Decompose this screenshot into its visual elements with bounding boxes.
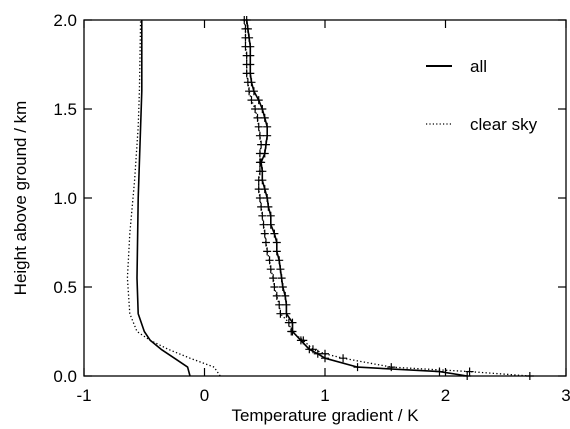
legend-label-clear-sky: clear sky: [470, 115, 538, 134]
y-axis-label: Height above ground / km: [11, 101, 30, 296]
data-point-clear-sky-3-35: [243, 78, 252, 87]
data-point-clear-sky-3-41: [241, 24, 250, 33]
data-point-clear-sky-3-13: [269, 274, 278, 283]
data-point-clear-sky-3-27: [255, 149, 264, 158]
data-point-clear-sky-3-4: [321, 349, 329, 358]
x-axis-label: Temperature gradient / K: [231, 406, 419, 425]
data-point-all-2-20: [266, 211, 275, 220]
data-point-all-2-19: [266, 220, 275, 229]
data-point-all-2-4: [313, 349, 322, 358]
data-layer: [126, 16, 534, 380]
data-point-all-2-13: [277, 274, 286, 283]
data-point-all-2-31: [260, 113, 269, 122]
data-point-clear-sky-3-33: [247, 96, 256, 105]
data-point-clear-sky-3-37: [242, 60, 251, 69]
y-tick-label-4: 2.0: [53, 11, 77, 30]
series-line-all-2: [245, 19, 468, 377]
data-point-all-2-21: [264, 202, 273, 211]
y-tick-label-1: 0.5: [53, 278, 77, 297]
axis-layer: -1 0 1 2 3 0.0 0.5 1.0 1.5 2.0: [53, 11, 570, 405]
data-point-clear-sky-3-7: [287, 327, 296, 336]
data-point-clear-sky-3-16: [263, 247, 272, 256]
data-point-clear-sky-3-22: [255, 194, 264, 202]
data-point-clear-sky-3-39: [241, 42, 250, 51]
data-point-clear-sky-3-18: [260, 229, 269, 238]
data-point-clear-sky-3-11: [272, 291, 281, 300]
data-point-clear-sky-3-2: [387, 363, 396, 372]
series-line-all-0: [136, 20, 191, 377]
data-point-all-2-14: [276, 265, 285, 274]
data-point-clear-sky-3-36: [242, 69, 251, 78]
x-tick-label-3: 2: [441, 386, 450, 405]
data-point-all-2-22: [263, 194, 272, 202]
plot-frame: [83, 19, 567, 377]
series-line-clear-sky-1: [126, 19, 221, 377]
data-point-clear-sky-3-32: [251, 105, 260, 113]
data-point-clear-sky-3-9: [276, 309, 285, 318]
data-point-clear-sky-3-40: [241, 33, 250, 42]
data-point-clear-sky-3-23: [254, 185, 263, 194]
data-point-clear-sky-3-26: [255, 158, 264, 167]
data-point-clear-sky-3-31: [253, 113, 262, 122]
data-point-clear-sky-3-28: [257, 140, 266, 149]
data-point-all-2-32: [258, 105, 267, 113]
data-point-clear-sky-3-17: [261, 238, 270, 247]
data-point-clear-sky-3-30: [254, 122, 263, 131]
y-tick-label-0: 0.0: [53, 367, 77, 386]
x-tick-label-1: 0: [200, 386, 209, 405]
data-point-clear-sky-3-10: [275, 300, 284, 309]
data-point-all-2-12: [278, 283, 287, 291]
legend-label-all: all: [470, 57, 487, 76]
y-tick-label-2: 1.0: [53, 189, 77, 208]
data-point-all-2-16: [272, 247, 281, 256]
data-point-clear-sky-3-15: [265, 256, 274, 265]
data-point-clear-sky-3-14: [266, 265, 275, 274]
data-point-all-2-29: [263, 131, 272, 140]
data-point-all-2-1: [435, 367, 444, 376]
data-point-clear-sky-3-24: [254, 176, 263, 185]
data-point-clear-sky-3-3: [339, 354, 348, 363]
data-point-clear-sky-3-19: [259, 220, 268, 229]
data-point-all-2-17: [272, 238, 281, 247]
data-point-all-2-10: [282, 300, 291, 309]
data-point-all-2-15: [275, 256, 284, 265]
data-point-clear-sky-3-29: [255, 131, 264, 140]
data-point-clear-sky-3-8: [284, 318, 293, 327]
data-point-all-2-2: [353, 363, 362, 372]
data-point-clear-sky-3-25: [255, 167, 264, 176]
x-tick-label-0: -1: [76, 386, 91, 405]
x-tick-label-4: 3: [561, 386, 570, 405]
data-point-clear-sky-3-5: [308, 345, 317, 354]
data-point-clear-sky-3-38: [242, 51, 251, 60]
data-point-clear-sky-3-20: [258, 211, 267, 220]
data-point-all-2-18: [270, 229, 279, 238]
data-point-clear-sky-3-6: [299, 336, 308, 345]
legend: all clear sky: [426, 57, 538, 134]
data-point-all-2-30: [263, 122, 272, 131]
data-point-clear-sky-3-1: [465, 367, 474, 376]
data-point-clear-sky-3-12: [270, 283, 279, 291]
data-point-all-2-33: [254, 96, 263, 105]
data-point-clear-sky-3-21: [257, 202, 266, 211]
data-point-clear-sky-3-34: [245, 87, 254, 96]
y-tick-label-3: 1.5: [53, 100, 77, 119]
x-tick-label-2: 1: [320, 386, 329, 405]
data-point-all-2-11: [281, 291, 290, 300]
